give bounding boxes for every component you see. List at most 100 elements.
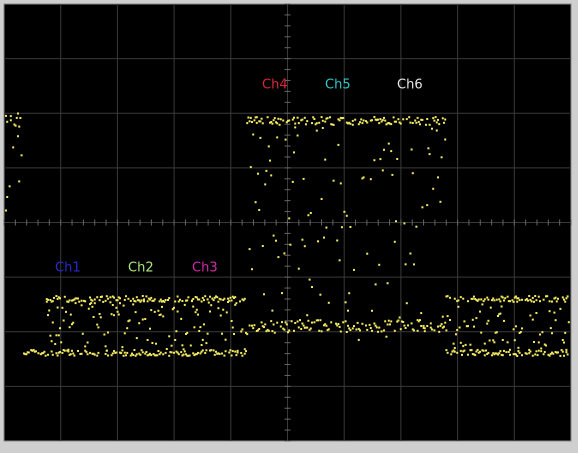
trace-dot: [160, 352, 162, 354]
trace-dot: [205, 349, 207, 351]
trace-dot: [157, 310, 159, 312]
trace-dot: [256, 122, 258, 124]
trace-dot: [105, 345, 107, 347]
trace-dot: [457, 299, 459, 301]
trace-dot: [81, 304, 83, 306]
trace-dot: [303, 178, 305, 180]
trace-dot: [309, 279, 311, 281]
trace-dot: [340, 182, 342, 184]
trace-dot: [276, 136, 278, 138]
trace-dot: [322, 120, 324, 122]
trace-dot: [419, 123, 421, 125]
trace-dot: [535, 350, 537, 352]
trace-dot: [532, 297, 534, 299]
trace-dot: [361, 323, 363, 325]
trace-dot: [311, 122, 313, 124]
trace-dot: [150, 309, 152, 311]
trace-dot: [349, 226, 351, 228]
trace-dot: [421, 119, 423, 121]
trace-dot: [262, 245, 264, 247]
trace-dot: [430, 322, 432, 324]
trace-dot: [87, 353, 89, 355]
trace-dot: [499, 313, 501, 315]
trace-dot: [107, 298, 109, 300]
trace-dot: [568, 321, 570, 323]
trace-dot: [81, 353, 83, 355]
trace-dot: [181, 300, 183, 302]
trace-dot: [562, 351, 564, 353]
trace-dot: [447, 295, 449, 297]
trace-dot: [301, 239, 303, 241]
trace-dot: [390, 123, 392, 125]
trace-dot: [371, 330, 373, 332]
trace-dot: [257, 173, 259, 175]
trace-dot: [250, 117, 252, 119]
trace-dot: [192, 306, 194, 308]
trace-dot: [437, 326, 439, 328]
trace-dot: [379, 118, 381, 120]
trace-dot: [424, 327, 426, 329]
trace-dot: [473, 326, 475, 328]
trace-dot: [210, 349, 212, 351]
trace-dot: [444, 322, 446, 324]
trace-dot: [244, 298, 246, 300]
trace-dot: [484, 354, 486, 356]
trace-dot: [118, 314, 120, 316]
trace-dot: [301, 323, 303, 325]
trace-dot: [559, 355, 561, 357]
trace-dot: [460, 350, 462, 352]
trace-dot: [411, 322, 413, 324]
trace-dot: [444, 119, 446, 121]
trace-dot: [480, 298, 482, 300]
trace-dot: [268, 330, 270, 332]
trace-dot: [165, 352, 167, 354]
trace-dot: [297, 321, 299, 323]
trace-dot: [413, 263, 415, 265]
trace-dot: [64, 296, 66, 298]
trace-dot: [516, 301, 518, 303]
trace-dot: [340, 331, 342, 333]
trace-dot: [123, 305, 125, 307]
trace-dot: [342, 117, 344, 119]
trace-dot: [461, 354, 463, 356]
trace-dot: [343, 211, 345, 213]
trace-dot: [294, 123, 296, 125]
trace-dot: [408, 116, 410, 118]
trace-dot: [405, 263, 407, 265]
trace-dot: [490, 307, 492, 309]
trace-dot: [52, 300, 54, 302]
trace-dot: [325, 227, 327, 229]
trace-dot: [293, 117, 295, 119]
trace-dot: [18, 126, 20, 128]
trace-dot: [69, 299, 71, 301]
trace-dot: [57, 355, 59, 357]
trace-dot: [202, 297, 204, 299]
trace-dot: [552, 353, 554, 355]
trace-dot: [136, 296, 138, 298]
trace-dot: [426, 118, 428, 120]
trace-dot: [383, 329, 385, 331]
trace-dot: [526, 353, 528, 355]
trace-dot: [492, 339, 494, 341]
trace-dot: [70, 353, 72, 355]
trace-dot: [528, 352, 530, 354]
trace-dot: [438, 331, 440, 333]
trace-dot: [283, 252, 285, 254]
trace-dot: [113, 350, 115, 352]
trace-dot: [244, 353, 246, 355]
trace-dot: [346, 331, 348, 333]
trace-dot: [395, 220, 397, 222]
trace-dot: [316, 130, 318, 132]
trace-dot: [258, 209, 260, 211]
trace-dot: [173, 352, 175, 354]
trace-dot: [125, 295, 127, 297]
trace-dot: [304, 245, 306, 247]
trace-dot: [406, 302, 408, 304]
trace-dot: [366, 122, 368, 124]
trace-dot: [247, 117, 249, 119]
trace-dot: [317, 319, 319, 321]
trace-dot: [483, 300, 485, 302]
trace-dot: [71, 350, 73, 352]
trace-dot: [10, 119, 12, 121]
trace-dot: [473, 296, 475, 298]
